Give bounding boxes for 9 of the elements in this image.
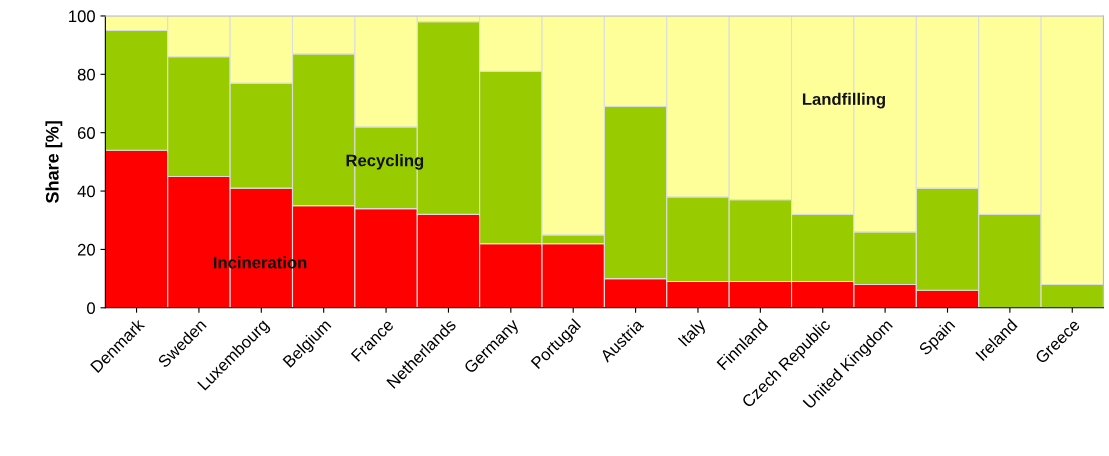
y-tick-label: 20 — [77, 243, 95, 256]
y-tick-label: 100 — [69, 10, 95, 23]
y-axis-title: Share [%] — [45, 121, 63, 203]
y-tick-label: 0 — [87, 302, 95, 314]
y-tick-label: 40 — [77, 185, 95, 198]
y-tick-label: 60 — [77, 127, 95, 139]
series-label: Landfilling — [802, 92, 885, 109]
x-tick-label: Italy — [677, 317, 709, 350]
y-tick-label: 80 — [77, 68, 95, 81]
